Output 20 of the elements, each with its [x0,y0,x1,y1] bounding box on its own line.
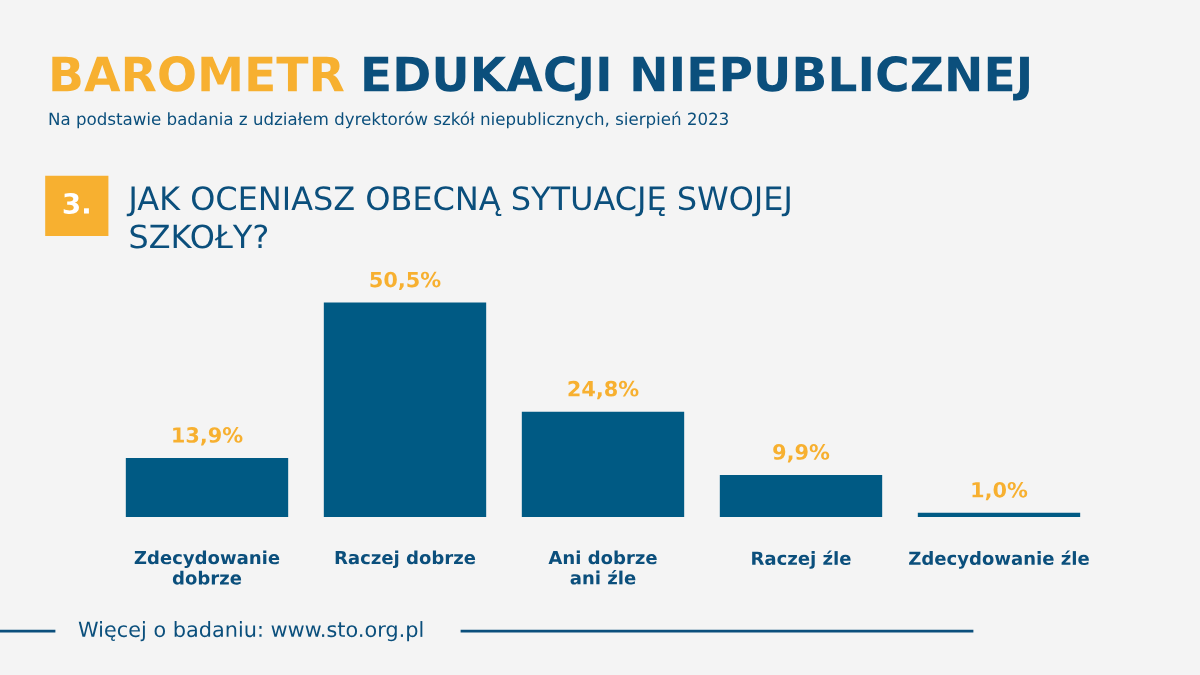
chart-title: BAROMETR EDUKACJI NIEPUBLICZNEJ [52,56,1029,101]
bar [917,512,1081,518]
bar [125,458,289,518]
x-tick-label: Zdecydowanie źle [909,550,1089,569]
x-tick-label: Raczej źle [752,550,851,569]
bar [719,475,883,518]
text: 3. [63,192,89,214]
data-label: 9,9% [773,444,830,463]
bar [521,411,685,518]
text: Więcej o badaniu: www.sto.org.pl [78,621,423,642]
data-label: 50,5% [370,271,441,291]
bar [323,302,487,518]
chart-subtitle: Na podstawie badania z udziałem dyrektorów szkół niepublicznych, sierpień 2023 [49,111,728,129]
x-tick-label: Raczej dobrze [335,550,476,568]
data-label: 24,8% [568,380,639,400]
x-tick-label: Ani dobrze ani źle [548,550,657,585]
text: JAK OCENIASZ OBECNĄ SYTUACJĘ SWOJEJ SZKOŁY? [126,186,790,249]
x-tick-label: Zdecydowanie dobrze [134,550,280,585]
data-label: 1,0% [972,481,1028,501]
data-label: 13,9% [173,427,243,446]
